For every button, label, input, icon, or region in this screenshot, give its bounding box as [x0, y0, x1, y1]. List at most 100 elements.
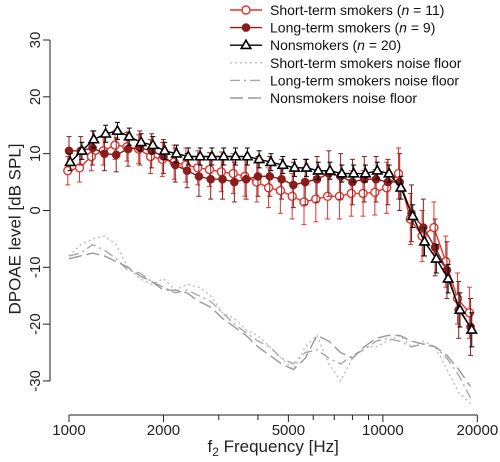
- data-point: [406, 209, 419, 221]
- y-tick-label: 10: [27, 145, 44, 162]
- x-tick-label: 2000: [147, 422, 180, 439]
- data-point: [87, 132, 100, 144]
- data-point: [111, 150, 121, 160]
- data-point: [429, 222, 439, 233]
- data-point: [193, 149, 207, 161]
- x-tick-label: 10000: [362, 422, 404, 439]
- data-point: [335, 166, 348, 178]
- y-tick-label: 20: [27, 88, 44, 105]
- data-point: [146, 138, 159, 150]
- legend-label: Short-term smokers (n = 11): [270, 2, 444, 18]
- data-point: [182, 149, 195, 161]
- noise-floor-line: [68, 235, 472, 405]
- data-point: [265, 172, 275, 181]
- data-point: [394, 181, 408, 192]
- data-point: [204, 164, 215, 175]
- y-tick-label: -30: [27, 370, 44, 392]
- y-axis-title: DPOAE level [dB SPL]: [5, 143, 24, 314]
- noise-floor-lines: [68, 235, 472, 405]
- legend-item: Short-term smokers noise floor: [230, 55, 462, 71]
- data-point: [218, 174, 227, 184]
- legend-label: Short-term smokers noise floor: [270, 55, 462, 71]
- data-point: [263, 183, 274, 193]
- data-point: [99, 127, 112, 138]
- legend-item: Long-term smokers (n = 9): [230, 20, 435, 36]
- legend-item: Long-term smokers noise floor: [230, 72, 459, 88]
- legend-label: Nonsmokers noise floor: [270, 90, 417, 106]
- data-point: [158, 144, 171, 155]
- data-point: [300, 161, 313, 172]
- data-point: [359, 166, 372, 178]
- data-point: [182, 166, 192, 175]
- data-point: [275, 185, 286, 196]
- legend-label: Long-term smokers noise floor: [270, 72, 459, 88]
- data-point: [123, 144, 133, 154]
- legend: Short-term smokers (n = 11) Long-term smo…: [230, 2, 462, 106]
- data-point: [228, 168, 238, 179]
- legend-item: Nonsmokers noise floor: [230, 90, 417, 106]
- data-point: [75, 144, 89, 155]
- legend-item: Short-term smokers (n = 11): [230, 2, 444, 18]
- data-point: [205, 149, 219, 161]
- legend-marker: [239, 38, 253, 50]
- data-point: [74, 163, 85, 173]
- legend-item: Nonsmokers (n = 20): [230, 37, 401, 53]
- data-point: [216, 167, 227, 177]
- data-point: [288, 161, 301, 172]
- data-point: [170, 160, 180, 170]
- legend-marker: [241, 23, 251, 32]
- data-point: [264, 155, 278, 167]
- data-point: [430, 243, 440, 252]
- x-tick-label: 5000: [272, 422, 305, 439]
- legend-label: Long-term smokers (n = 9): [270, 20, 435, 36]
- data-point: [346, 188, 356, 199]
- data-point: [229, 149, 242, 161]
- noise-floor-line: [68, 252, 472, 388]
- data-point: [453, 303, 467, 314]
- legend-marker: [241, 5, 251, 15]
- data-point: [64, 146, 74, 156]
- y-tick-label: 0: [27, 206, 44, 214]
- data-point: [358, 188, 368, 199]
- data-point: [193, 163, 203, 173]
- legend-label: Nonsmokers (n = 20): [270, 37, 401, 53]
- data-point: [110, 140, 120, 150]
- data-point: [300, 177, 310, 187]
- data-point: [287, 191, 297, 201]
- data-point: [86, 151, 97, 162]
- data-point: [253, 152, 266, 164]
- y-tick-label: -10: [27, 256, 44, 278]
- data-point: [371, 164, 384, 175]
- data-point: [64, 155, 77, 167]
- data-point: [311, 194, 321, 204]
- data-point: [194, 172, 204, 181]
- data-point: [241, 149, 254, 161]
- data-point: [100, 149, 109, 158]
- data-point: [123, 129, 136, 141]
- data-point: [393, 168, 404, 179]
- data-point: [299, 197, 309, 207]
- data-point: [206, 174, 215, 184]
- data-point: [111, 124, 124, 135]
- x-axis-title: f2 Frequency [Hz]: [207, 437, 338, 459]
- data-point: [253, 172, 263, 181]
- data-point: [418, 235, 431, 246]
- data-point: [230, 177, 239, 187]
- data-point: [465, 323, 478, 334]
- data-point: [276, 158, 289, 170]
- data-point: [430, 252, 443, 263]
- y-tick-label: 30: [27, 32, 44, 49]
- data-point: [441, 272, 455, 283]
- data-point: [312, 164, 325, 175]
- data-point: [217, 149, 230, 161]
- data-point: [134, 135, 148, 147]
- data-point: [347, 166, 360, 178]
- data-point: [241, 174, 251, 184]
- x-tick-label: 1000: [52, 422, 85, 439]
- y-tick-label: -20: [27, 313, 44, 335]
- series-group: [64, 121, 478, 348]
- x-tick-label: 20000: [456, 422, 498, 439]
- data-point: [277, 174, 286, 184]
- data-point: [289, 180, 298, 190]
